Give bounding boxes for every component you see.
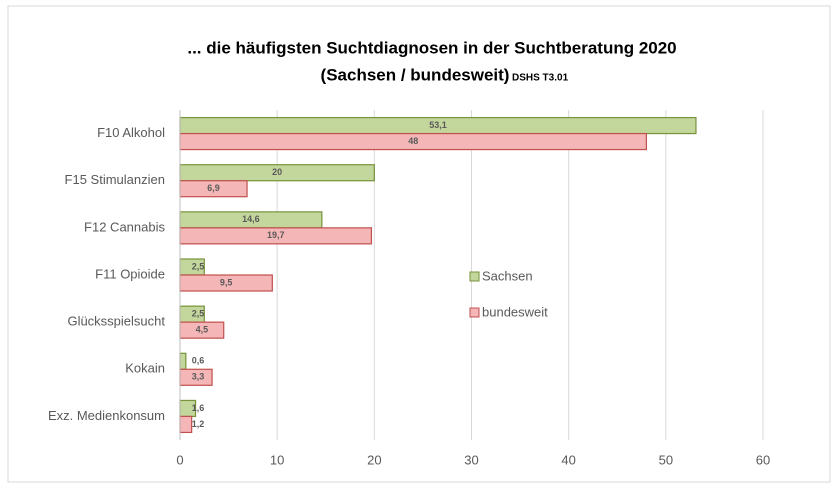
x-tick-label: 30	[464, 452, 478, 467]
y-tick-label: F15 Stimulanzien	[65, 172, 165, 187]
data-label: 9,5	[220, 277, 233, 287]
chart-subtitle: (Sachsen / bundesweit)	[321, 65, 510, 84]
x-tick-label: 60	[756, 452, 770, 467]
x-tick-label: 20	[367, 452, 381, 467]
chart-title: ... die häufigsten Suchtdiagnosen in der…	[187, 38, 676, 57]
data-label: 20	[272, 167, 282, 177]
data-label: 53,1	[429, 120, 447, 130]
x-tick-label: 10	[270, 452, 284, 467]
y-tick-label: F10 Alkohol	[97, 125, 165, 140]
data-label: 1,6	[192, 403, 205, 413]
x-tick-label: 50	[659, 452, 673, 467]
data-label: 6,9	[207, 183, 220, 193]
data-label: 2,5	[192, 261, 205, 271]
legend-label: Sachsen	[482, 268, 533, 283]
legend-swatch	[469, 271, 480, 282]
bar	[179, 352, 187, 370]
data-label: 48	[408, 136, 418, 146]
data-label: 3,3	[192, 372, 205, 382]
data-label: 1,2	[192, 419, 205, 429]
data-label: 0,6	[192, 356, 205, 366]
x-tick-label: 40	[561, 452, 575, 467]
legend-label: bundesweit	[482, 304, 548, 319]
bar	[179, 415, 193, 434]
data-label: 4,5	[196, 325, 209, 335]
data-label: 19,7	[267, 230, 285, 240]
y-tick-label: Exz. Medienkonsum	[48, 408, 165, 423]
legend-swatch	[469, 307, 480, 318]
y-tick-label: Glücksspielsucht	[67, 314, 165, 329]
chart-frame	[7, 5, 831, 483]
y-tick-label: F12 Cannabis	[84, 219, 165, 234]
y-tick-label: F11 Opioide	[95, 266, 165, 281]
data-label: 14,6	[242, 214, 260, 224]
annotation: DSHS T3.01	[512, 73, 569, 84]
y-tick-label: Kokain	[125, 361, 165, 376]
x-tick-label: 0	[176, 452, 183, 467]
data-label: 2,5	[192, 309, 205, 319]
